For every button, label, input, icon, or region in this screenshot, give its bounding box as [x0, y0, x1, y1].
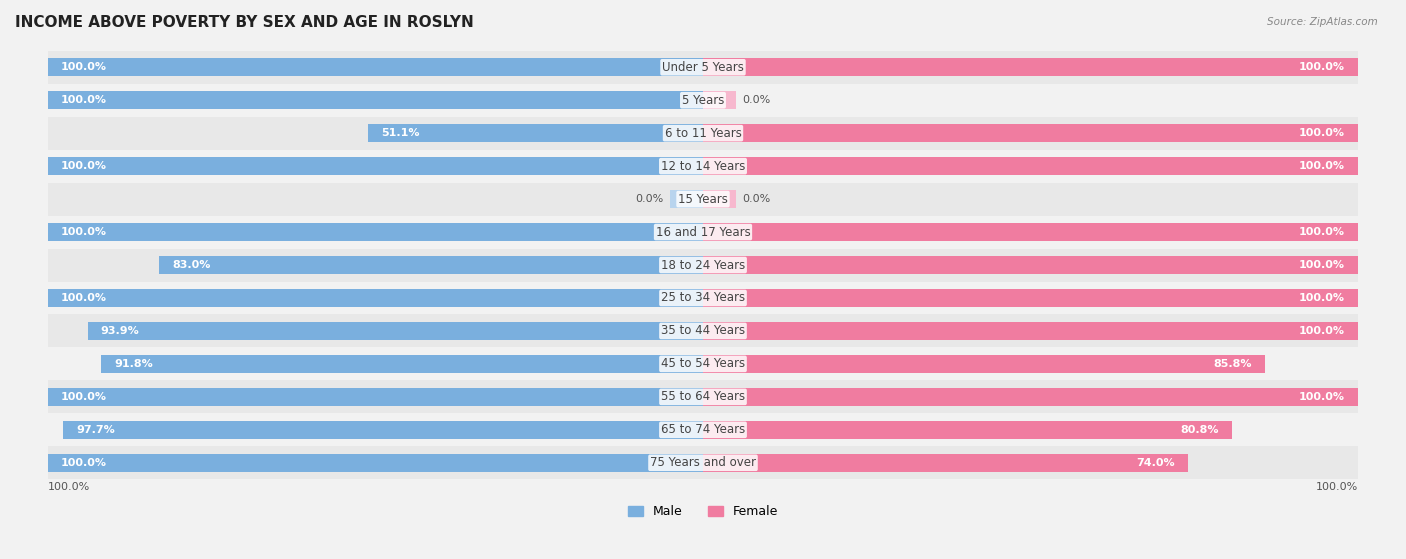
Bar: [703, 91, 735, 109]
Text: 16 and 17 Years: 16 and 17 Years: [655, 226, 751, 239]
Text: 15 Years: 15 Years: [678, 193, 728, 206]
Bar: [703, 289, 1358, 307]
Bar: [48, 454, 703, 472]
Bar: [703, 190, 735, 208]
Text: 100.0%: 100.0%: [60, 227, 107, 237]
Text: 97.7%: 97.7%: [76, 425, 115, 435]
Text: 100.0%: 100.0%: [60, 392, 107, 402]
Bar: [101, 355, 703, 373]
Text: 0.0%: 0.0%: [742, 95, 770, 105]
Text: 100.0%: 100.0%: [1299, 161, 1346, 171]
Bar: [48, 183, 1358, 216]
Bar: [703, 157, 1358, 175]
Bar: [48, 282, 1358, 315]
Text: 0.0%: 0.0%: [742, 194, 770, 204]
Bar: [703, 223, 1358, 241]
Text: 100.0%: 100.0%: [60, 62, 107, 72]
Text: 100.0%: 100.0%: [1299, 128, 1346, 138]
Bar: [48, 51, 1358, 84]
Bar: [48, 84, 1358, 117]
Text: Under 5 Years: Under 5 Years: [662, 61, 744, 74]
Bar: [48, 380, 1358, 413]
Text: 100.0%: 100.0%: [1299, 62, 1346, 72]
Text: 83.0%: 83.0%: [173, 260, 211, 270]
Text: INCOME ABOVE POVERTY BY SEX AND AGE IN ROSLYN: INCOME ABOVE POVERTY BY SEX AND AGE IN R…: [15, 15, 474, 30]
Text: 100.0%: 100.0%: [1299, 260, 1346, 270]
Bar: [48, 117, 1358, 150]
Bar: [48, 289, 703, 307]
Text: 6 to 11 Years: 6 to 11 Years: [665, 127, 741, 140]
Bar: [48, 216, 1358, 249]
Text: 100.0%: 100.0%: [60, 161, 107, 171]
Bar: [703, 256, 1358, 274]
Bar: [48, 223, 703, 241]
Text: 18 to 24 Years: 18 to 24 Years: [661, 258, 745, 272]
Bar: [703, 322, 1358, 340]
Text: 51.1%: 51.1%: [381, 128, 420, 138]
Text: 100.0%: 100.0%: [60, 458, 107, 468]
Text: 80.8%: 80.8%: [1181, 425, 1219, 435]
Bar: [63, 421, 703, 439]
Bar: [703, 454, 1188, 472]
Bar: [703, 388, 1358, 406]
Text: 100.0%: 100.0%: [1299, 227, 1346, 237]
Text: 55 to 64 Years: 55 to 64 Years: [661, 390, 745, 404]
Text: 91.8%: 91.8%: [115, 359, 153, 369]
Bar: [703, 58, 1358, 77]
Text: 85.8%: 85.8%: [1213, 359, 1253, 369]
Text: 100.0%: 100.0%: [60, 95, 107, 105]
Text: 35 to 44 Years: 35 to 44 Years: [661, 324, 745, 338]
Bar: [48, 157, 703, 175]
Bar: [48, 91, 703, 109]
Bar: [48, 388, 703, 406]
Text: 74.0%: 74.0%: [1136, 458, 1175, 468]
Text: 100.0%: 100.0%: [48, 481, 90, 491]
Bar: [87, 322, 703, 340]
Bar: [48, 348, 1358, 380]
Text: 100.0%: 100.0%: [1299, 293, 1346, 303]
Bar: [48, 315, 1358, 348]
Text: 100.0%: 100.0%: [60, 293, 107, 303]
Text: 12 to 14 Years: 12 to 14 Years: [661, 160, 745, 173]
Bar: [703, 124, 1358, 142]
Legend: Male, Female: Male, Female: [623, 500, 783, 523]
Bar: [48, 249, 1358, 282]
Text: 5 Years: 5 Years: [682, 94, 724, 107]
Bar: [671, 190, 703, 208]
Text: 25 to 34 Years: 25 to 34 Years: [661, 291, 745, 305]
Bar: [48, 413, 1358, 446]
Bar: [703, 421, 1233, 439]
Text: 93.9%: 93.9%: [101, 326, 139, 336]
Text: 75 Years and over: 75 Years and over: [650, 456, 756, 470]
Text: 65 to 74 Years: 65 to 74 Years: [661, 423, 745, 437]
Text: 100.0%: 100.0%: [1316, 481, 1358, 491]
Text: 0.0%: 0.0%: [636, 194, 664, 204]
Text: 45 to 54 Years: 45 to 54 Years: [661, 357, 745, 371]
Text: Source: ZipAtlas.com: Source: ZipAtlas.com: [1267, 17, 1378, 27]
Bar: [48, 150, 1358, 183]
Text: 100.0%: 100.0%: [1299, 392, 1346, 402]
Bar: [48, 446, 1358, 479]
Bar: [48, 58, 703, 77]
Bar: [159, 256, 703, 274]
Bar: [368, 124, 703, 142]
Bar: [703, 355, 1265, 373]
Text: 100.0%: 100.0%: [1299, 326, 1346, 336]
